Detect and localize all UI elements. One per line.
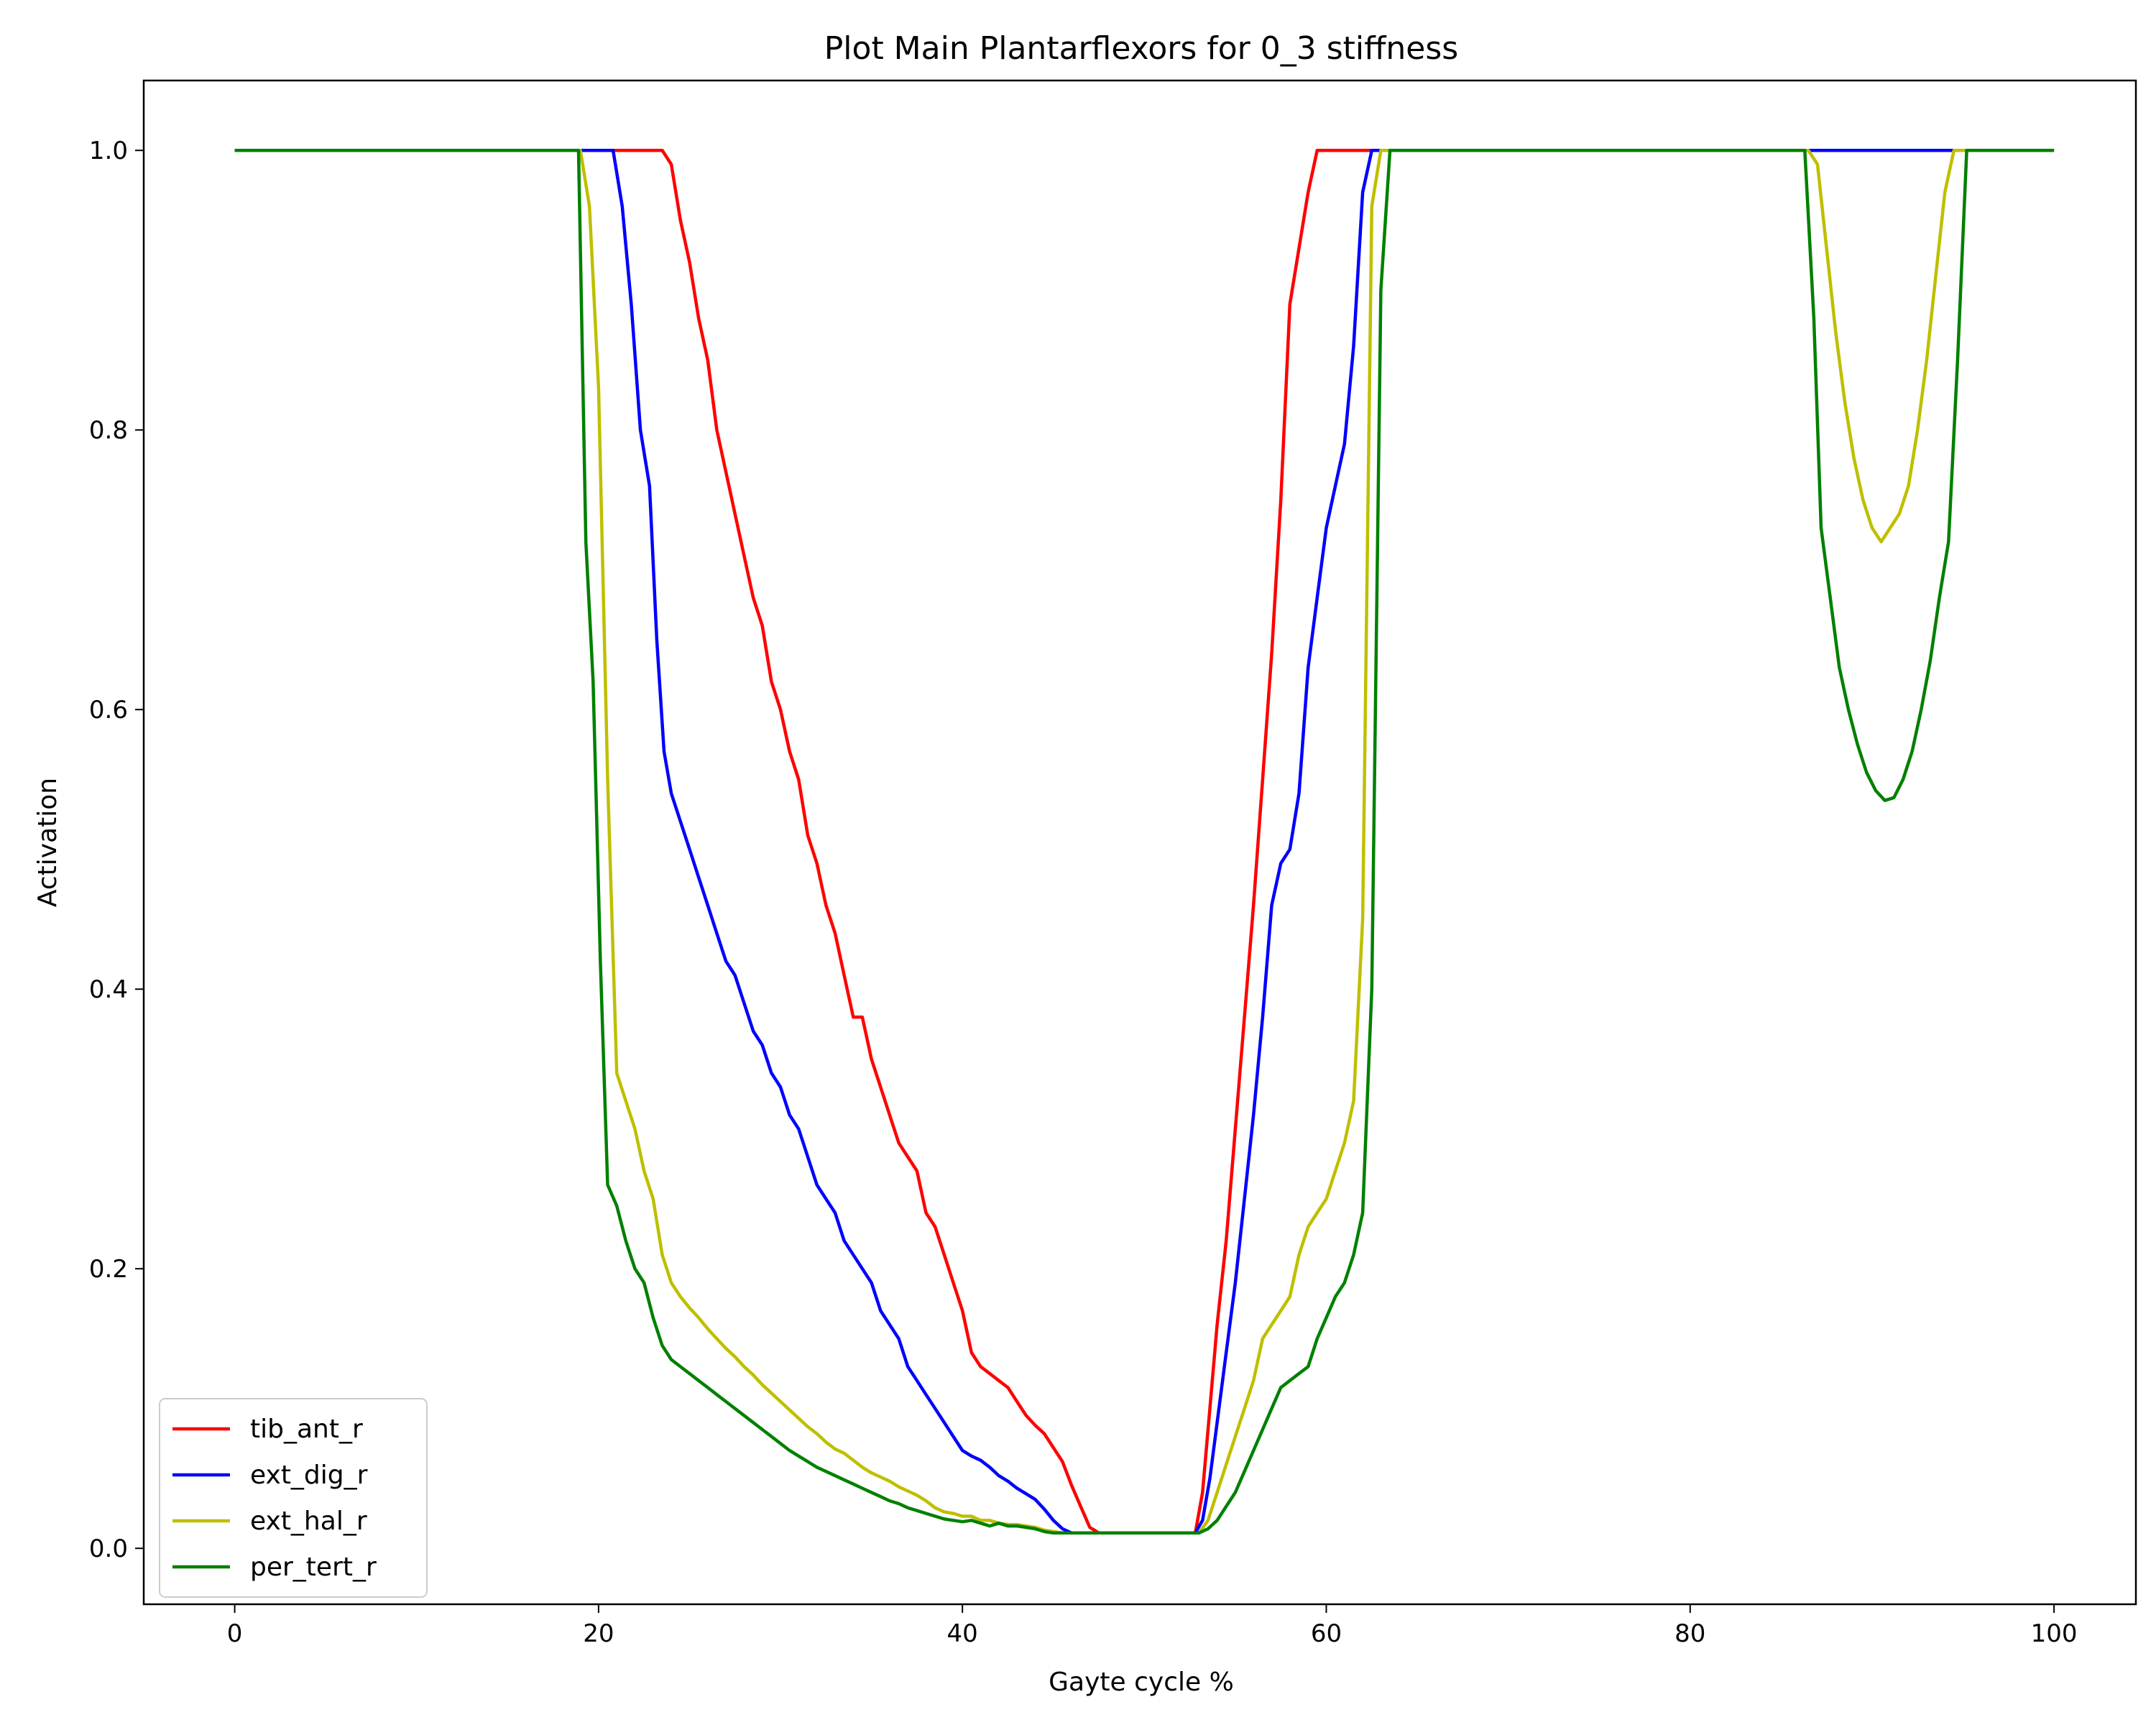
y-tick-label: 0.4	[89, 975, 128, 1004]
x-tick-label: 100	[2031, 1619, 2078, 1648]
x-axis: 0 20 40 60 80 100	[227, 1604, 2078, 1648]
legend-label: per_tert_r	[250, 1552, 377, 1582]
legend-label: ext_hal_r	[250, 1506, 367, 1536]
series-line-tib-ant-r	[234, 148, 2055, 1535]
y-tick-label: 0.2	[89, 1255, 128, 1284]
legend-label: ext_dig_r	[250, 1460, 368, 1490]
legend-box	[159, 1398, 428, 1598]
legend-label: tib_ant_r	[250, 1414, 363, 1444]
x-tick-label: 60	[1311, 1619, 1342, 1648]
y-tick-label: 0.0	[89, 1535, 128, 1563]
x-tick-label: 0	[227, 1619, 243, 1648]
y-axis: 0.0 0.2 0.4 0.6 0.8 1.0	[89, 137, 144, 1563]
y-tick-label: 0.8	[89, 416, 128, 445]
x-tick-label: 80	[1674, 1619, 1705, 1648]
series-line-ext-hal-r	[234, 148, 2055, 1535]
y-tick-label: 1.0	[89, 137, 128, 165]
series-line-per-tert-r	[234, 148, 2055, 1535]
series-group	[234, 148, 2055, 1535]
plot-frame	[142, 79, 2137, 1606]
y-axis-label: Activation	[33, 778, 63, 907]
series-line-ext-dig-r	[234, 148, 2055, 1535]
y-tick-label: 0.6	[89, 696, 128, 724]
x-tick-label: 40	[947, 1619, 978, 1648]
chart-title: Plot Main Plantarflexors for 0_3 stiffne…	[824, 30, 1458, 67]
x-axis-label: Gayte cycle %	[1049, 1668, 1234, 1697]
x-tick-label: 20	[583, 1619, 614, 1648]
legend: tib_ant_r ext_dig_r ext_hal_r per_tert_r	[159, 1398, 428, 1598]
